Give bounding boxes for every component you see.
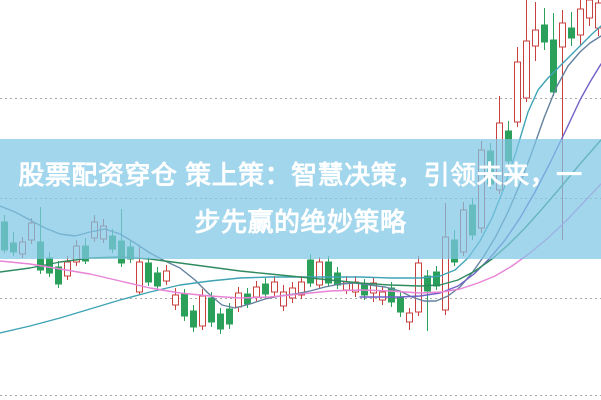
headline-line-1: 股票配资穿仓 策上策：智慧决策，引领未来，一 (18, 160, 583, 190)
ma-teal (0, 25, 601, 334)
headline-line-2: 步先赢的绝妙策略 (194, 207, 407, 237)
headline-banner: 股票配资穿仓 策上策：智慧决策，引领未来，一 步先赢的绝妙策略 (0, 139, 601, 259)
